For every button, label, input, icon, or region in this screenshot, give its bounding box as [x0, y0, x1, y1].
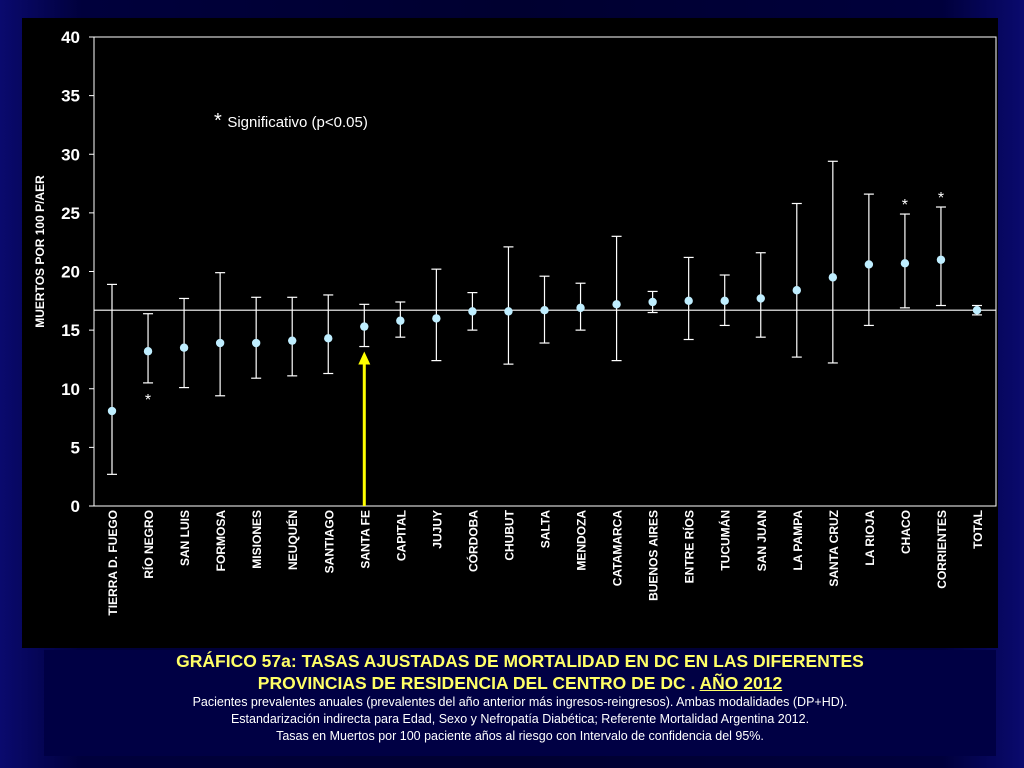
category-label: CHACO — [899, 510, 913, 554]
category-label: CÓRDOBA — [465, 510, 480, 572]
note-text: Significativo (p<0.05) — [227, 114, 368, 131]
category-label: CORRIENTES — [935, 510, 949, 589]
data-point — [396, 316, 405, 325]
data-point — [107, 406, 117, 416]
data-point — [540, 305, 549, 315]
data-point — [792, 286, 801, 295]
y-tick-label: 5 — [71, 438, 80, 457]
category-label: SANTIAGO — [322, 510, 336, 573]
caption-patients-note: Pacientes prevalentes anuales (prevalent… — [192, 695, 848, 709]
caption-standardization-note: Estandarización indirecta para Edad, Sex… — [230, 712, 810, 726]
error-bar-chart: 0 5 10 15 20 25 30 35 40 MUERTOS POR 100 P/AER * S… — [33, 28, 997, 616]
y-tick-label: 15 — [61, 321, 80, 340]
data-point — [179, 343, 189, 352]
plot-frame — [93, 36, 997, 507]
category-label: BUENOS AIRES — [647, 510, 661, 601]
category-label: FORMOSA — [214, 510, 228, 572]
data-point — [612, 300, 621, 309]
data-point — [360, 322, 369, 331]
data-point — [251, 338, 261, 348]
data-point — [756, 294, 765, 303]
category-label: CATAMARCA — [611, 510, 625, 587]
category-label: MISIONES — [250, 510, 264, 569]
data-point — [468, 307, 477, 316]
data-point — [288, 336, 297, 345]
note-star: * — [214, 110, 227, 132]
y-tick-label: 25 — [61, 204, 80, 223]
data-point — [936, 255, 946, 264]
category-label: CHUBUT — [502, 509, 516, 560]
caption-units-note: Tasas en Muertos por 100 paciente años a… — [276, 729, 764, 743]
y-tick-label: 10 — [61, 380, 80, 399]
data-point — [828, 273, 838, 282]
significance-star: * — [938, 190, 944, 207]
data-point — [324, 334, 333, 343]
data-point — [864, 260, 874, 269]
category-label: NEUQUÉN — [285, 510, 300, 570]
y-tick-label: 0 — [71, 497, 80, 516]
category-label: MENDOZA — [575, 510, 589, 571]
category-label: SAN JUAN — [755, 510, 769, 571]
y-tick-label: 35 — [61, 87, 80, 106]
chart-caption: GRÁFICO 57a: TASAS AJUSTADAS DE MORTALID… — [44, 650, 996, 756]
category-label: SANTA CRUZ — [827, 510, 841, 587]
y-tick-label: 30 — [61, 145, 80, 164]
data-point — [504, 307, 513, 316]
chart-area: 0 5 10 15 20 25 30 35 40 MUERTOS POR 100 P/AER * S… — [22, 18, 998, 648]
significance-star: * — [145, 392, 151, 409]
highlight-arrow-head — [358, 351, 371, 365]
significance-star: * — [902, 197, 908, 214]
category-label: CAPITAL — [394, 510, 408, 561]
category-label: SALTA — [539, 510, 553, 549]
y-tick-label: 40 — [61, 28, 80, 47]
y-tick-label: 20 — [61, 263, 80, 282]
significance-note: * Significativo (p<0.05) — [214, 110, 368, 132]
data-point — [648, 297, 657, 307]
caption-title-line2: PROVINCIAS DE RESIDENCIA DEL CENTRO DE D… — [44, 672, 996, 694]
category-label: LA RIOJA — [863, 510, 877, 566]
caption-title-text: PROVINCIAS DE RESIDENCIA DEL CENTRO DE D… — [257, 673, 700, 693]
y-axis-label: MUERTOS POR 100 P/AER — [33, 175, 47, 328]
category-label: ENTRE RÍOS — [682, 510, 697, 583]
data-point — [900, 259, 910, 268]
category-label: TOTAL — [971, 510, 985, 549]
category-label: LA PAMPA — [791, 510, 805, 571]
category-label: JUJUY — [430, 510, 444, 549]
category-label: SANTA FE — [358, 510, 372, 569]
data-point — [684, 296, 693, 306]
data-point — [972, 305, 982, 315]
category-label: SAN LUIS — [178, 510, 192, 566]
caption-title-line1: GRÁFICO 57a: TASAS AJUSTADAS DE MORTALID… — [176, 651, 864, 671]
data-point — [720, 296, 729, 306]
category-label: TIERRA D. FUEGO — [106, 510, 120, 616]
caption-title-year: AÑO 2012 — [699, 673, 783, 693]
data-point — [215, 338, 225, 348]
data-point — [143, 347, 153, 356]
data-point — [576, 303, 585, 313]
category-label: TUCUMÁN — [718, 510, 733, 571]
category-label: RÍO NEGRO — [141, 510, 156, 579]
data-point — [432, 314, 441, 323]
